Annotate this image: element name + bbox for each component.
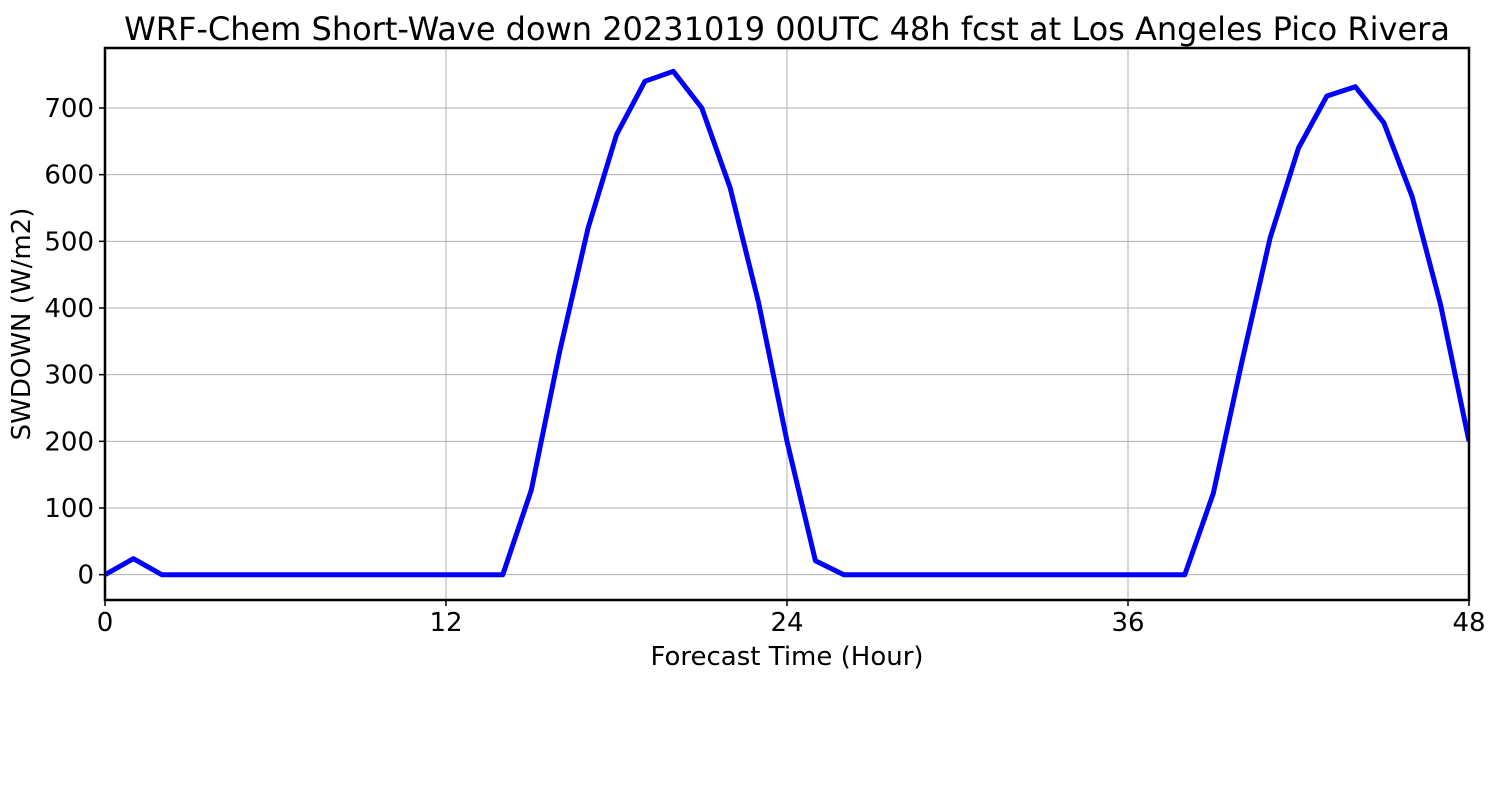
y-tick-label: 700: [44, 94, 94, 124]
x-tick-label: 12: [429, 608, 462, 638]
y-tick-label: 500: [44, 227, 94, 257]
y-axis-label: SWDOWN (W/m2): [7, 208, 37, 441]
x-axis-label: Forecast Time (Hour): [650, 642, 923, 672]
axis-ticks: 0 12 24 36 48 0 100 200 300 400 500 600 700: [44, 94, 1485, 638]
y-tick-label: 400: [44, 294, 94, 324]
y-tick-label: 200: [44, 427, 94, 457]
y-tick-label: 100: [44, 494, 94, 524]
x-tick-label: 48: [1452, 608, 1485, 638]
grid: [104, 48, 1470, 600]
series-layer: [105, 68, 1469, 578]
y-tick-label: 300: [44, 361, 94, 391]
series-line: [105, 68, 1469, 578]
chart-title: WRF-Chem Short-Wave down 20231019 00UTC …: [124, 10, 1450, 48]
x-tick-label: 36: [1111, 608, 1144, 638]
y-tick-label: 600: [44, 161, 94, 191]
x-tick-label: 24: [770, 608, 803, 638]
y-tick-label: 0: [77, 561, 94, 591]
x-tick-label: 0: [97, 608, 114, 638]
